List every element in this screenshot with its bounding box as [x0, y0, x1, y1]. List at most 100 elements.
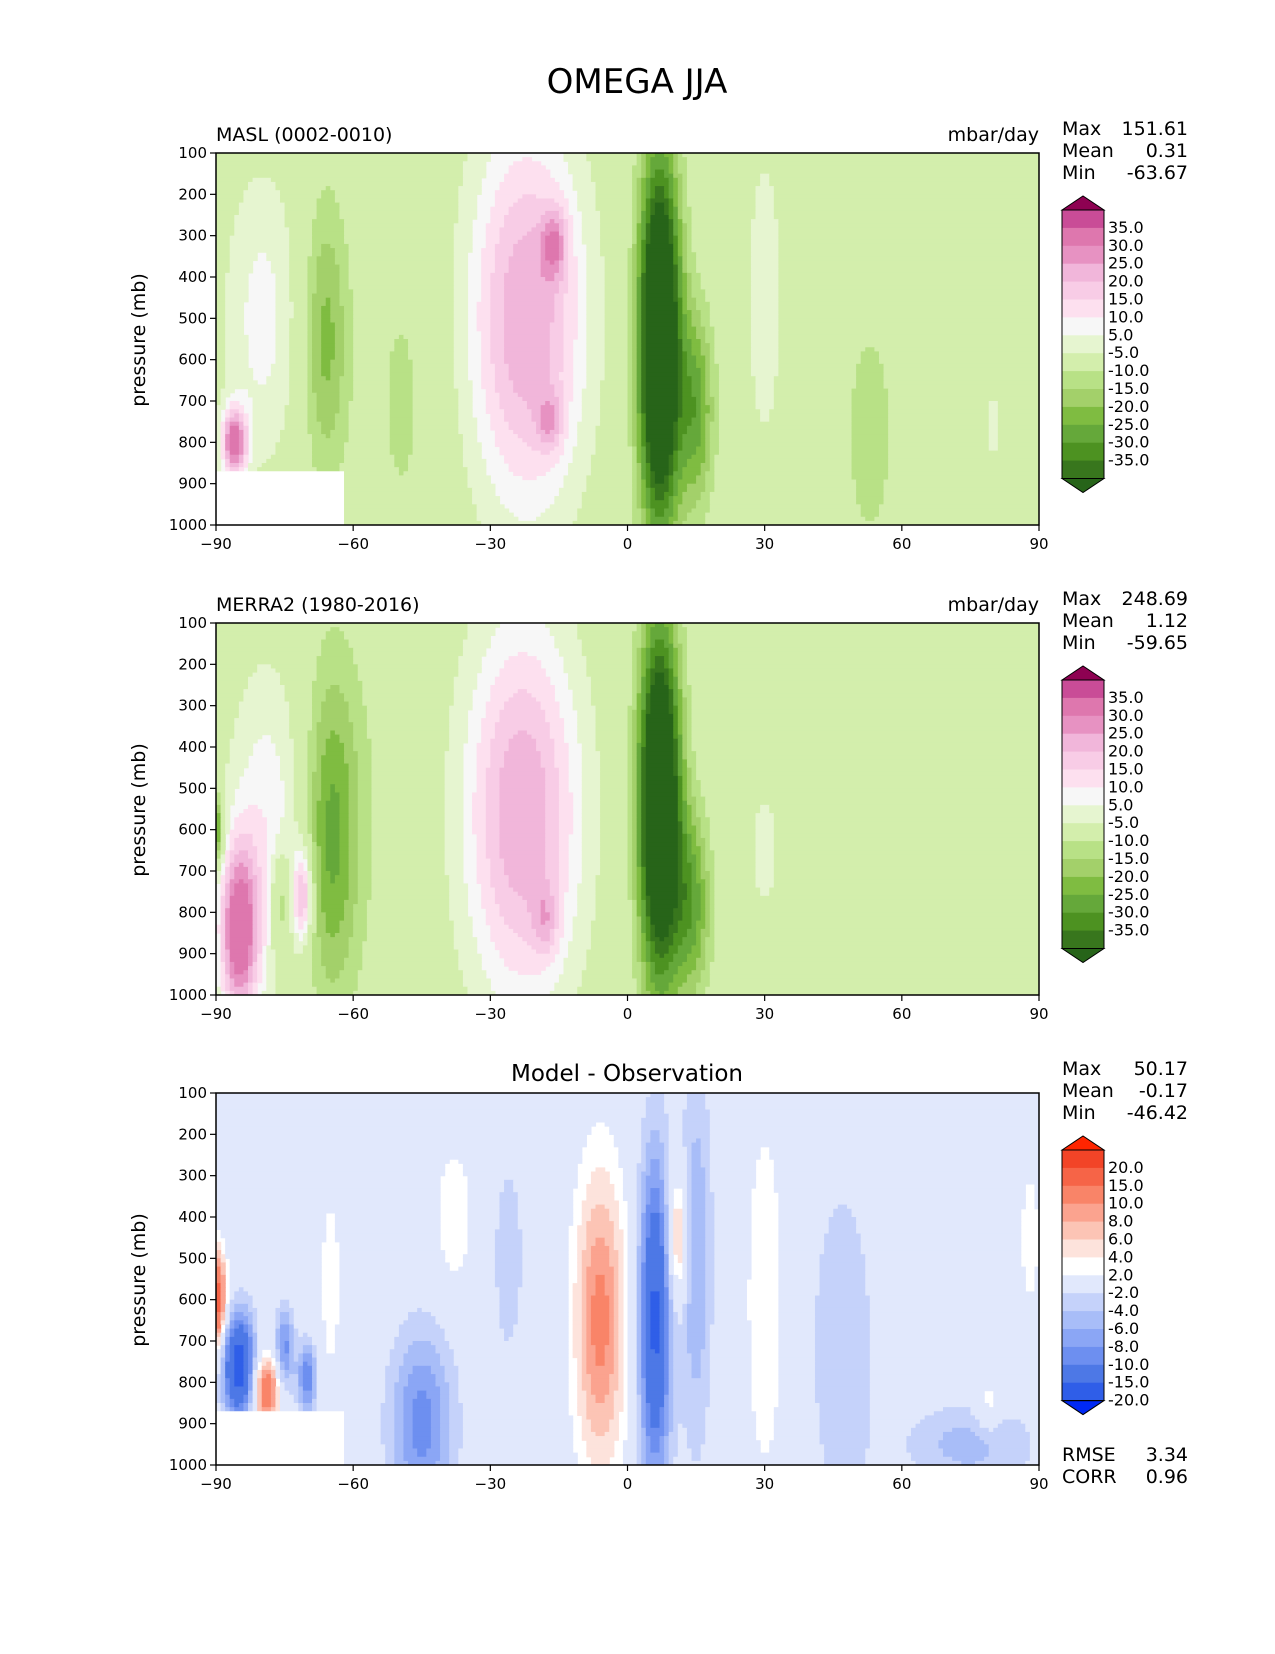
x-tick-label: 60 — [892, 1005, 911, 1023]
colorbar-label: -10.0 — [1108, 1355, 1149, 1374]
colorbar-label: -4.0 — [1108, 1301, 1139, 1320]
colorbar-extend-max — [1062, 196, 1104, 210]
colorbar-label: -5.0 — [1108, 343, 1139, 362]
colorbar-label: -30.0 — [1108, 903, 1149, 922]
y-tick-label: 900 — [178, 1415, 207, 1433]
colorbar-label: 15.0 — [1108, 1176, 1144, 1195]
y-tick-label: 400 — [178, 1208, 207, 1226]
x-tick-label: 0 — [623, 1475, 633, 1493]
y-tick-label: 100 — [178, 144, 207, 162]
colorbar-swatch — [1062, 680, 1104, 698]
colorbar-swatch — [1062, 389, 1104, 407]
colorbar-label: -35.0 — [1108, 921, 1149, 940]
colorbar-swatch — [1062, 805, 1104, 823]
colorbar-swatch — [1062, 698, 1104, 716]
colorbar-swatch — [1062, 1329, 1104, 1347]
colorbar-label: 10.0 — [1108, 307, 1144, 326]
colorbar: 35.030.025.020.015.010.05.0-5.0-10.0-15.… — [1062, 666, 1149, 963]
y-tick-label: 900 — [178, 945, 207, 963]
y-tick-label: 700 — [178, 392, 207, 410]
panel-diff-mean-value: -0.17 — [1139, 1080, 1188, 1102]
y-tick-label: 800 — [178, 1373, 207, 1391]
colorbar-swatch — [1062, 1365, 1104, 1383]
y-tick-label: 300 — [178, 227, 207, 245]
contour-field — [216, 623, 1040, 996]
panel-model-units: mbar/day — [948, 124, 1039, 146]
colorbar-label: 2.0 — [1108, 1265, 1133, 1284]
colorbar-label: 6.0 — [1108, 1230, 1133, 1249]
colorbar: 35.030.025.020.015.010.05.0-5.0-10.0-15.… — [1062, 196, 1149, 493]
panel-diff-min-label: Min — [1062, 1102, 1096, 1124]
panel-model-ylabel: pressure (mb) — [128, 273, 150, 407]
panel-model-max-label: Max — [1062, 118, 1101, 140]
panel-diff-max-label: Max — [1062, 1058, 1101, 1080]
colorbar-label: -25.0 — [1108, 415, 1149, 434]
panel-obs: MERRA2 (1980-2016) mbar/day pressure (mb… — [128, 588, 1188, 1023]
colorbar-label: 35.0 — [1108, 218, 1144, 237]
x-tick-label: 30 — [755, 535, 774, 553]
colorbar-swatch — [1062, 859, 1104, 877]
figure-title: OMEGA JJA — [547, 62, 728, 102]
colorbar-swatch — [1062, 823, 1104, 841]
colorbar-swatch — [1062, 264, 1104, 282]
colorbar-swatch — [1062, 353, 1104, 371]
y-tick-label: 1000 — [169, 1456, 207, 1474]
colorbar-swatch — [1062, 770, 1104, 788]
panel-obs-max-value: 248.69 — [1122, 588, 1188, 610]
panel-diff-corr-value: 0.96 — [1146, 1466, 1188, 1488]
colorbar-swatch — [1062, 752, 1104, 770]
colorbar-label: -15.0 — [1108, 849, 1149, 868]
y-tick-label: 1000 — [169, 986, 207, 1004]
colorbar-swatch — [1062, 1347, 1104, 1365]
colorbar-label: 4.0 — [1108, 1247, 1133, 1266]
colorbar-label: 5.0 — [1108, 795, 1133, 814]
y-tick-label: 200 — [178, 185, 207, 203]
colorbar-label: -20.0 — [1108, 1391, 1149, 1410]
colorbar-swatch — [1062, 877, 1104, 895]
colorbar-swatch — [1062, 1186, 1104, 1204]
colorbar-swatch — [1062, 228, 1104, 246]
colorbar-label: 20.0 — [1108, 272, 1144, 291]
colorbar-label: 15.0 — [1108, 760, 1144, 779]
colorbar-label: 25.0 — [1108, 254, 1144, 273]
panel-model-max-value: 151.61 — [1122, 118, 1188, 140]
colorbar-label: 15.0 — [1108, 290, 1144, 309]
colorbar-extend-min — [1062, 479, 1104, 493]
x-tick-label: 30 — [755, 1005, 774, 1023]
panel-model: MASL (0002-0010) mbar/day pressure (mb) … — [128, 118, 1188, 553]
x-tick-label: −60 — [337, 535, 369, 553]
panel-diff: Model - Observation pressure (mb) Max 50… — [128, 1058, 1188, 1493]
y-tick-label: 700 — [178, 862, 207, 880]
x-tick-label: −60 — [337, 1005, 369, 1023]
colorbar-label: -30.0 — [1108, 433, 1149, 452]
x-tick-label: −90 — [200, 1005, 232, 1023]
colorbar-swatch — [1062, 1168, 1104, 1186]
colorbar-label: -15.0 — [1108, 379, 1149, 398]
panel-obs-min-label: Min — [1062, 632, 1096, 654]
colorbar-swatch — [1062, 931, 1104, 949]
colorbar-swatch — [1062, 716, 1104, 734]
panel-diff-ylabel: pressure (mb) — [128, 1213, 150, 1347]
colorbar-label: 8.0 — [1108, 1212, 1133, 1231]
x-tick-label: 0 — [623, 535, 633, 553]
colorbar-swatch — [1062, 461, 1104, 479]
y-tick-label: 400 — [178, 738, 207, 756]
colorbar-label: -35.0 — [1108, 451, 1149, 470]
y-tick-label: 500 — [178, 1249, 207, 1267]
y-tick-label: 600 — [178, 351, 207, 369]
colorbar-label: 10.0 — [1108, 1194, 1144, 1213]
y-tick-label: 800 — [178, 433, 207, 451]
colorbar-swatch — [1062, 913, 1104, 931]
colorbar-swatch — [1062, 210, 1104, 228]
colorbar-label: -8.0 — [1108, 1337, 1139, 1356]
colorbar-label: -20.0 — [1108, 397, 1149, 416]
x-tick-label: −30 — [475, 1475, 507, 1493]
colorbar-label: 25.0 — [1108, 724, 1144, 743]
colorbar-swatch — [1062, 1240, 1104, 1258]
x-tick-label: −90 — [200, 1475, 232, 1493]
panel-model-mean-value: 0.31 — [1146, 140, 1188, 162]
colorbar-swatch — [1062, 1222, 1104, 1240]
y-tick-label: 800 — [178, 903, 207, 921]
colorbar-swatch — [1062, 335, 1104, 353]
